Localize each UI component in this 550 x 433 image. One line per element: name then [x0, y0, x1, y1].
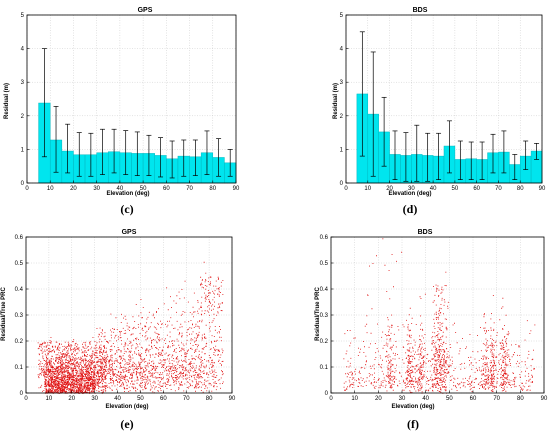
x-tick-label: 40: [117, 186, 124, 192]
chart-title: BDS: [418, 229, 433, 236]
scatter-points: [37, 261, 224, 394]
x-tick-label: 50: [452, 186, 459, 192]
y-tick-label: 0: [325, 391, 329, 397]
chart-title: GPS: [122, 229, 137, 236]
x-axis-label: Elevation (deg): [105, 404, 148, 410]
x-tick-label: 0: [344, 186, 348, 192]
y-tick-label: 0.2: [320, 339, 329, 345]
x-tick-label: 90: [541, 396, 548, 402]
panel-caption: (d): [403, 202, 418, 216]
x-tick-label: 30: [408, 186, 415, 192]
y-tick-label: 0: [21, 181, 25, 187]
panel-caption: (e): [120, 417, 133, 431]
x-tick-label: 20: [70, 186, 77, 192]
x-tick-label: 10: [351, 396, 358, 402]
x-tick-label: 0: [24, 396, 28, 402]
x-tick-label: 70: [493, 396, 500, 402]
x-tick-label: 10: [47, 186, 54, 192]
y-tick-label: 0: [20, 391, 24, 397]
y-tick-label: 0.6: [15, 235, 24, 241]
y-tick-label: 4: [21, 47, 25, 53]
x-tick-label: 50: [137, 396, 144, 402]
x-tick-label: 0: [329, 396, 333, 402]
y-tick-label: 2: [21, 114, 25, 120]
x-tick-label: 80: [209, 186, 216, 192]
x-tick-label: 20: [68, 396, 75, 402]
x-tick-label: 20: [375, 396, 382, 402]
y-tick-label: 2: [340, 114, 344, 120]
chart-title: BDS: [413, 7, 428, 14]
panel-d-bds-residual-bar: 0 10 20 30 40 50 60 70 80 90 0 1 2 3 4 5 BDS Elevation (d…: [333, 7, 546, 216]
x-tick-label: 90: [539, 186, 546, 192]
y-tick-label: 0.4: [15, 287, 24, 293]
x-tick-label: 80: [206, 396, 213, 402]
y-axis-label: Residual (m): [4, 83, 10, 119]
y-axis-label: Residual/True PRC: [315, 286, 321, 340]
x-tick-label: 50: [140, 186, 147, 192]
plot-frame: [345, 14, 543, 184]
y-tick-label: 0.1: [320, 365, 329, 371]
x-tick-label: 20: [386, 186, 393, 192]
x-tick-label: 40: [422, 396, 429, 402]
plot-frame: [26, 14, 237, 184]
x-axis-label: Elevation (deg): [391, 404, 434, 410]
x-tick-label: 40: [430, 186, 437, 192]
y-tick-label: 0.4: [320, 287, 329, 293]
y-tick-label: 0.1: [15, 365, 24, 371]
x-tick-label: 30: [399, 396, 406, 402]
y-tick-label: 0: [340, 181, 344, 187]
y-tick-label: 0.5: [15, 261, 24, 267]
chart-title: GPS: [138, 7, 153, 14]
y-tick-label: 4: [340, 47, 344, 53]
y-tick-label: 3: [340, 80, 344, 86]
x-tick-label: 70: [495, 186, 502, 192]
x-tick-label: 30: [93, 186, 100, 192]
y-tick-label: 0.3: [320, 313, 329, 319]
x-axis-label: Elevation (deg): [106, 191, 149, 197]
x-tick-label: 30: [91, 396, 98, 402]
panel-caption: (c): [120, 202, 133, 216]
x-tick-label: 70: [186, 186, 193, 192]
x-tick-label: 50: [446, 396, 453, 402]
panel-e-gps-ratio-scatter: 0 10 20 30 40 50 60 70 80 90 0 0.1 0.2 0.3 0.4 0.5 0.6 GP…: [1, 229, 236, 431]
x-tick-label: 0: [25, 186, 29, 192]
x-axis-label: Elevation (deg): [388, 191, 431, 197]
x-tick-label: 80: [517, 396, 524, 402]
y-tick-label: 5: [21, 13, 25, 19]
x-tick-label: 10: [364, 186, 371, 192]
panel-f-bds-ratio-scatter: 0 10 20 30 40 50 60 70 80 90 0 0.1 0.2 0.3 0.4 0.5 0.6 BD…: [315, 229, 548, 431]
y-axis-label: Residual (m): [333, 83, 339, 119]
panel-caption: (f): [407, 417, 419, 431]
y-tick-label: 0.6: [320, 235, 329, 241]
x-tick-label: 60: [163, 186, 170, 192]
x-tick-label: 40: [114, 396, 121, 402]
y-tick-label: 3: [21, 80, 25, 86]
y-tick-label: 0.3: [15, 313, 24, 319]
y-tick-label: 5: [340, 13, 344, 19]
x-tick-label: 60: [160, 396, 167, 402]
x-tick-label: 90: [233, 186, 240, 192]
x-tick-label: 80: [517, 186, 524, 192]
x-tick-label: 90: [229, 396, 236, 402]
y-tick-label: 1: [340, 147, 344, 153]
x-tick-label: 70: [183, 396, 190, 402]
x-tick-label: 60: [473, 186, 480, 192]
y-tick-label: 0.2: [15, 339, 24, 345]
x-tick-label: 60: [470, 396, 477, 402]
y-tick-label: 0.5: [320, 261, 329, 267]
panel-c-gps-residual-bar: 0 10 20 30 40 50 60 70 80 90 0 1 2 3 4 5 GPS Elevation (d…: [4, 7, 240, 216]
y-axis-label: Residual/True PRC: [1, 286, 7, 340]
y-tick-label: 1: [21, 147, 25, 153]
x-tick-label: 10: [46, 396, 53, 402]
